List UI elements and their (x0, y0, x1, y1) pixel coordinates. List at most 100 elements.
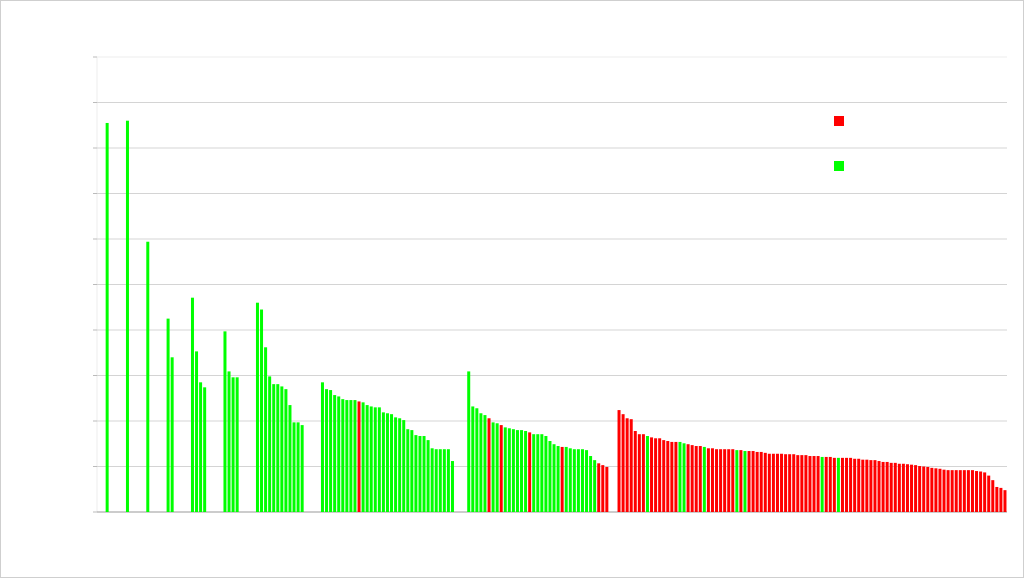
bar (771, 453, 775, 512)
bar (832, 457, 836, 512)
bar (865, 459, 869, 512)
bar (483, 415, 487, 512)
bar (487, 418, 491, 512)
bar (739, 450, 743, 512)
bar (836, 457, 840, 512)
bar (390, 414, 394, 512)
bar (231, 377, 235, 512)
bar (979, 471, 983, 512)
bar (816, 456, 820, 512)
bar (337, 396, 341, 512)
bar (662, 440, 666, 512)
bar (954, 470, 958, 512)
bar (812, 456, 816, 512)
bar (601, 465, 605, 512)
bar (515, 430, 519, 512)
bar (914, 465, 918, 512)
bar (369, 406, 373, 512)
bar (645, 436, 649, 512)
bar (166, 318, 170, 512)
bar (365, 405, 369, 512)
bar (406, 429, 410, 512)
bar (885, 461, 889, 512)
bar (926, 466, 930, 512)
bar (962, 470, 966, 512)
bar (446, 449, 450, 512)
bar (377, 407, 381, 512)
bar (235, 377, 239, 512)
bar (702, 446, 706, 512)
bar (873, 460, 877, 512)
bar (763, 452, 767, 512)
bar (227, 371, 231, 512)
bar (682, 443, 686, 512)
bar (910, 464, 914, 512)
bar (320, 382, 324, 512)
bar (1003, 490, 1007, 512)
bar (796, 455, 800, 512)
bar (385, 413, 389, 512)
bar (410, 430, 414, 512)
bar (686, 444, 690, 512)
bar (991, 480, 995, 512)
bar (564, 446, 568, 512)
bar (402, 420, 406, 512)
bar (528, 432, 532, 512)
bar (788, 454, 792, 512)
bar (617, 410, 621, 512)
bar (394, 417, 398, 512)
bar (398, 418, 402, 512)
bar (146, 241, 150, 513)
bar (325, 389, 329, 512)
bar (272, 384, 276, 512)
bar (381, 412, 385, 512)
bar (650, 437, 654, 512)
bar (845, 457, 849, 512)
bar (767, 453, 771, 512)
bar (438, 449, 442, 512)
bar (629, 419, 633, 512)
bar (678, 441, 682, 512)
bar (759, 451, 763, 512)
bar (849, 457, 853, 512)
bar (918, 466, 922, 512)
bar (467, 371, 471, 512)
bar (568, 448, 572, 512)
bar (743, 451, 747, 512)
bar (349, 400, 353, 512)
bar (694, 446, 698, 512)
bar (820, 456, 824, 512)
bar (938, 468, 942, 512)
bar (861, 459, 865, 512)
bar (520, 430, 524, 512)
bar (426, 440, 430, 512)
bar (422, 436, 426, 512)
bar (125, 120, 129, 512)
bar (361, 402, 365, 512)
bar (544, 436, 548, 512)
bar (637, 434, 641, 512)
bar (747, 451, 751, 512)
bar (698, 446, 702, 512)
bar (552, 444, 556, 512)
bar (840, 457, 844, 512)
bar (585, 450, 589, 512)
bar (897, 463, 901, 512)
bar (511, 429, 515, 512)
bar (970, 470, 974, 512)
bar (877, 461, 881, 512)
bar (853, 458, 857, 512)
bar (414, 435, 418, 512)
bar (572, 449, 576, 512)
bar (276, 384, 280, 512)
bar (751, 451, 755, 512)
bar (345, 400, 349, 512)
bar (300, 425, 304, 512)
bar (905, 464, 909, 512)
bar (580, 449, 584, 512)
bar (223, 331, 227, 512)
bar (548, 441, 552, 512)
bar (170, 357, 174, 512)
bar (418, 436, 422, 512)
